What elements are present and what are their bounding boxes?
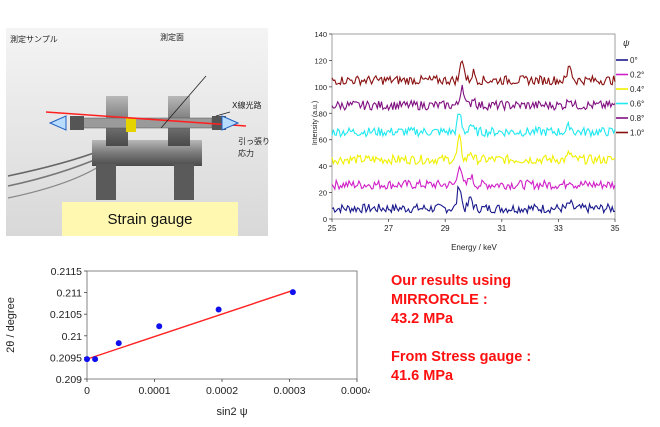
scatter-y-axis-label: 2θ / degree xyxy=(5,297,17,353)
data-point-5 xyxy=(289,289,296,296)
spectrum-series-line-1 xyxy=(331,165,616,192)
data-point-2 xyxy=(115,340,122,347)
scatter-x-tick-label-1: 0.0001 xyxy=(138,385,170,397)
spectrum-series-line-3 xyxy=(331,113,616,139)
results-text: Our results using MIRRORCLE : 43.2 MPa F… xyxy=(391,272,531,386)
spectrum-y-tick-label-7: 140 xyxy=(314,30,327,39)
spectrum-x-tick-label-5: 35 xyxy=(611,224,620,233)
results-value-stress-gauge: 41.6 MPa xyxy=(391,368,454,384)
label-sample: 測定サンプル xyxy=(10,35,58,44)
scatter-x-tick-label-3: 0.0003 xyxy=(273,385,305,397)
legend-title: ψ xyxy=(623,38,630,48)
scatter-plot-frame xyxy=(86,270,358,380)
scatter-x-tick-label-0: 0 xyxy=(84,385,90,397)
spectrum-y-tick-label-3: 60 xyxy=(319,136,327,145)
spectrum-x-tick-label-4: 33 xyxy=(554,224,563,233)
two-theta-vs-sin2psi-chart: 0 0.0001 0.0002 0.0003 0.0004 0.209 0.2095 0.21… xyxy=(5,266,370,418)
results-value-mirrorcle: 43.2 MPa xyxy=(391,311,454,327)
sample-photo-panel: 測定サンプル 測定面 X線光路 引っ張り 応力 xyxy=(6,28,270,236)
legend-label-5: 1.0° xyxy=(630,129,644,138)
scatter-y-tick-label-5: 0.2115 xyxy=(51,266,82,278)
spectrum-y-tick-label-0: 0 xyxy=(323,215,327,224)
spectrum-series-line-5 xyxy=(331,60,616,87)
scatter-y-tick-label-1: 0.2095 xyxy=(50,352,82,364)
legend-label-2: 0.4° xyxy=(630,85,644,94)
spectrum-x-tick-label-0: 25 xyxy=(328,224,337,233)
sample-photo xyxy=(6,28,268,236)
spectrum-y-axis-label: Intensity (a.u.) xyxy=(312,101,319,145)
fit-line xyxy=(86,289,294,360)
results-line-1: Our results using xyxy=(391,273,512,289)
spectrum-x-axis-label: Energy / keV xyxy=(451,243,497,252)
spectrum-x-tick-label-1: 27 xyxy=(384,224,393,233)
spectrum-y-tick-label-1: 20 xyxy=(319,189,327,198)
results-line-2: MIRRORCLE : xyxy=(391,292,488,308)
label-measurement-surface: 測定面 xyxy=(160,33,184,42)
data-point-3 xyxy=(156,323,163,330)
spectrum-y-tick-label-6: 120 xyxy=(314,56,327,65)
label-tensile: 引っ張り xyxy=(238,137,270,146)
scatter-y-tick-label-2: 0.21 xyxy=(62,331,83,343)
spectrum-y-tick-label-5: 100 xyxy=(314,83,327,92)
spectrum-x-tick-label-2: 29 xyxy=(441,224,450,233)
scatter-y-tick-label-3: 0.2105 xyxy=(50,309,82,321)
spectrum-series-line-2 xyxy=(331,133,616,166)
spectrum-y-tick-label-2: 40 xyxy=(319,162,327,171)
spectrum-series-line-4 xyxy=(331,84,616,112)
legend-label-4: 0.8° xyxy=(630,114,644,123)
legend-label-3: 0.6° xyxy=(630,100,644,109)
label-stress: 応力 xyxy=(238,149,254,158)
label-xray-path: X線光路 xyxy=(232,101,262,110)
scatter-x-tick-label-4: 0.0004 xyxy=(341,385,370,397)
data-point-1 xyxy=(92,356,99,363)
results-line-4: From Stress gauge : xyxy=(391,349,532,365)
spectrum-series-line-0 xyxy=(331,184,616,216)
strain-gauge-label: Strain gauge xyxy=(62,202,238,236)
scatter-y-tick-label-0: 0.209 xyxy=(56,374,82,386)
legend-label-1: 0.2° xyxy=(630,71,644,80)
legend-label-0: 0° xyxy=(630,56,638,65)
spectrum-x-tick-label-3: 31 xyxy=(497,224,506,233)
scatter-x-axis-label: sin2 ψ xyxy=(216,406,247,418)
xrd-spectrum-chart: 25 27 29 31 33 35 0 20 40 60 80 100 120 140 0° 0.2° 0.4°… xyxy=(312,30,644,252)
data-point-0 xyxy=(84,356,90,363)
spectrum-y-tick-label-4: 80 xyxy=(319,109,327,118)
scatter-x-tick-label-2: 0.0002 xyxy=(206,385,238,397)
scatter-y-tick-label-4: 0.211 xyxy=(57,288,83,300)
data-point-4 xyxy=(215,306,222,313)
